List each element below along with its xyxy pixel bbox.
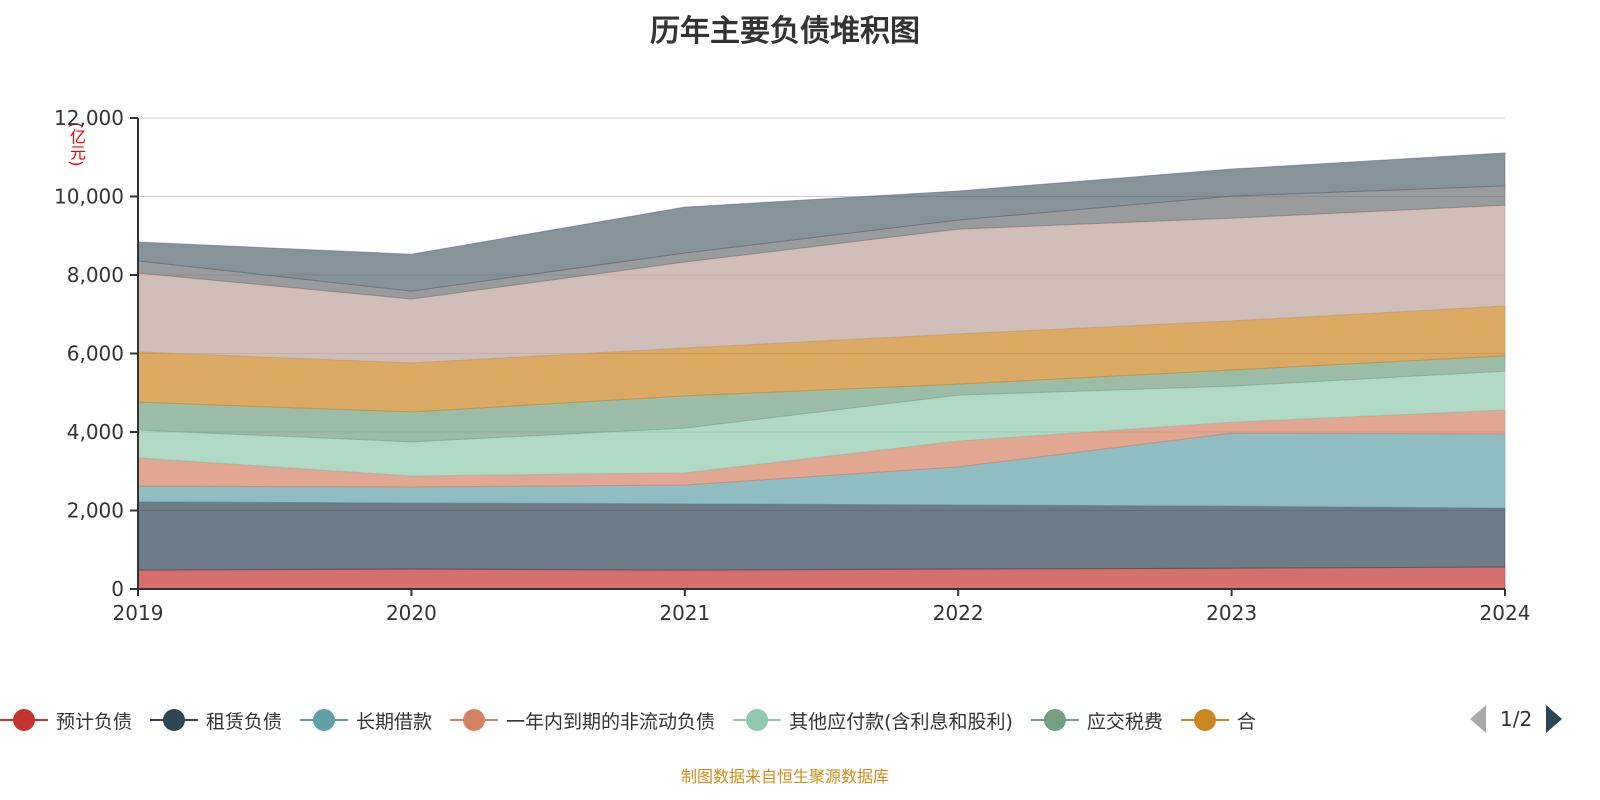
y-tick-label: 8,000 xyxy=(67,263,124,287)
legend-marker-icon xyxy=(1030,708,1079,732)
area-series-9 xyxy=(137,152,1506,292)
legend-marker-icon xyxy=(733,708,782,732)
legend-marker-icon xyxy=(150,708,199,732)
x-tick-label: 2019 xyxy=(113,601,164,625)
x-tick-label: 2022 xyxy=(933,601,984,625)
x-tick-label: 2023 xyxy=(1206,601,1257,625)
legend-next-icon[interactable] xyxy=(1546,705,1563,733)
legend-item[interactable]: 应交税费 xyxy=(1030,707,1163,734)
y-tick-label: 2,000 xyxy=(67,499,124,523)
stacked-area-chart: 0 2,000 4,000 6,000 8,000 10,000 12,000 2019 202… xyxy=(54,106,1531,625)
legend-marker-icon xyxy=(300,708,349,732)
area-series-1 xyxy=(137,501,1506,571)
legend-label: 一年内到期的非流动负债 xyxy=(506,710,716,733)
legend-item[interactable]: 其他应付款(含利息和股利) xyxy=(733,707,1013,734)
legend-item[interactable]: 租赁负债 xyxy=(150,707,282,734)
chart-title: 历年主要负债堆积图 xyxy=(650,14,920,49)
legend-marker-icon xyxy=(450,708,499,732)
legend-label: 应交税费 xyxy=(1086,710,1163,733)
legend-page: 1/2 xyxy=(1500,707,1533,731)
legend-item[interactable]: 合 xyxy=(1180,707,1256,734)
legend-item[interactable]: 长期借款 xyxy=(300,707,432,734)
x-tick-label: 2021 xyxy=(659,601,710,625)
x-tick-label: 2020 xyxy=(386,601,437,625)
legend-label: 预计负债 xyxy=(56,710,133,733)
legend: 预计负债 租赁负债 长期借款 一年内到期的非流动负债 其他应付款(含利息和股利) 应交税费… xyxy=(0,706,1455,734)
legend-label: 租赁负债 xyxy=(206,710,283,733)
y-tick-label: 12,000 xyxy=(54,106,124,130)
legend-pager: 1/2 xyxy=(1470,705,1563,733)
source-note: 制图数据来自恒生聚源数据库 xyxy=(680,767,889,786)
legend-item[interactable]: 预计负债 xyxy=(0,707,132,734)
y-tick-label: 0 xyxy=(111,577,124,601)
legend-item[interactable]: 一年内到期的非流动负债 xyxy=(450,707,715,734)
y-tick-label: 4,000 xyxy=(67,420,124,444)
x-tick-label: 2024 xyxy=(1480,601,1531,625)
legend-label: 其他应付款(含利息和股利) xyxy=(789,710,1013,733)
legend-prev-icon[interactable] xyxy=(1470,705,1486,733)
y-tick-label: 10,000 xyxy=(54,185,124,209)
y-axis-unit: (亿元) xyxy=(67,122,86,167)
legend-marker-icon xyxy=(1180,708,1229,732)
area-series-0 xyxy=(137,566,1506,590)
legend-marker-icon xyxy=(0,708,48,732)
y-tick-label: 6,000 xyxy=(67,342,124,366)
legend-label: 合 xyxy=(1236,710,1256,733)
legend-label: 长期借款 xyxy=(356,710,433,733)
